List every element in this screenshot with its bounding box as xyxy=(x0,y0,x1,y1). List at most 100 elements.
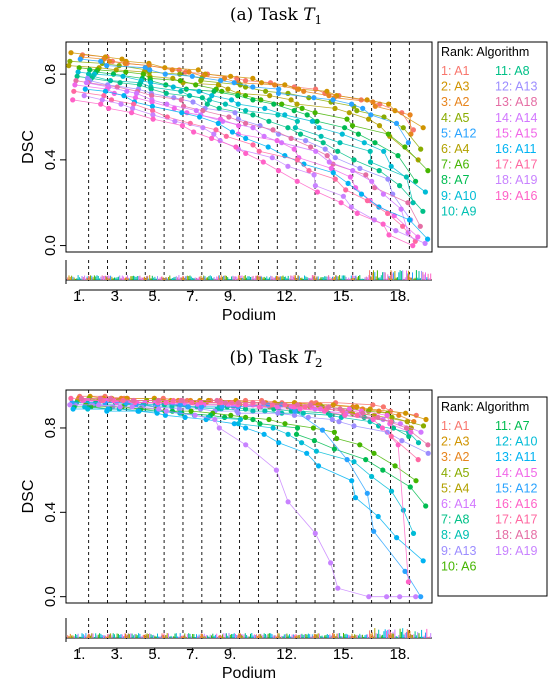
data-point xyxy=(349,101,355,107)
data-point xyxy=(310,425,316,431)
strip-bar xyxy=(247,636,249,638)
data-point xyxy=(292,125,298,131)
strip-bar xyxy=(89,277,91,280)
data-point xyxy=(146,63,152,69)
strip-bar xyxy=(192,277,194,280)
strip-bar xyxy=(199,278,201,280)
strip-bar xyxy=(143,278,145,280)
strip-bar xyxy=(197,635,199,638)
strip-bar xyxy=(207,635,209,638)
data-point xyxy=(148,80,154,86)
data-point xyxy=(250,416,256,423)
strip-bar xyxy=(313,636,315,638)
strip-bar xyxy=(350,275,352,280)
strip-bar xyxy=(128,277,130,280)
strip-bar xyxy=(259,276,261,280)
data-point xyxy=(256,404,262,410)
strip-bar xyxy=(312,635,314,638)
legend-entry: 7: A8 xyxy=(441,513,470,527)
strip-bar xyxy=(335,635,337,638)
strip-bar xyxy=(333,635,335,638)
strip-bar xyxy=(81,633,83,638)
strip-bar xyxy=(108,275,110,280)
data-point xyxy=(171,105,177,111)
data-point xyxy=(357,442,363,448)
strip-bar xyxy=(306,634,308,638)
strip-bar xyxy=(336,276,338,280)
strip-bar xyxy=(422,272,424,280)
strip-bar xyxy=(112,278,114,280)
data-point xyxy=(410,530,417,537)
strip-bar xyxy=(238,633,240,638)
strip-bar xyxy=(387,633,389,638)
legend-entry: 6: A14 xyxy=(441,497,476,511)
y-tick-label: 0.0 xyxy=(42,586,59,607)
strip-bar xyxy=(274,277,276,280)
data-point xyxy=(285,163,291,169)
strip-bar xyxy=(166,278,168,280)
strip-bar xyxy=(283,634,285,638)
strip-bar xyxy=(161,276,163,280)
strip-bar xyxy=(388,276,390,280)
strip-bar xyxy=(295,634,297,638)
strip-bar xyxy=(376,633,378,638)
strip-bar xyxy=(211,635,212,638)
strip-bar xyxy=(106,277,108,280)
strip-bar xyxy=(177,277,179,280)
strip-bar xyxy=(319,633,320,638)
strip-bar xyxy=(201,634,203,638)
data-point xyxy=(114,84,120,90)
strip-bar xyxy=(371,632,373,638)
x-axis-label: Podium xyxy=(222,307,276,324)
data-point xyxy=(86,71,92,77)
data-point xyxy=(285,125,291,131)
strip-bar xyxy=(293,636,295,638)
strip-bar xyxy=(272,635,274,638)
strip-bar xyxy=(395,277,397,280)
strip-bar xyxy=(231,634,233,638)
strip-bar xyxy=(189,633,191,638)
strip-bar xyxy=(217,277,219,280)
strip-bar xyxy=(419,278,421,280)
data-point xyxy=(189,400,195,406)
chart-title-variable: T xyxy=(304,348,317,368)
data-point xyxy=(326,159,332,165)
strip-bar xyxy=(183,636,184,638)
x-tick-label: 7. xyxy=(186,646,199,663)
data-point xyxy=(107,78,114,84)
strip-bar xyxy=(383,272,385,280)
strip-bar xyxy=(324,276,326,280)
strip-bar xyxy=(255,635,257,638)
strip-bar xyxy=(201,278,203,280)
strip-bar xyxy=(127,635,128,638)
strip-bar xyxy=(193,278,195,280)
strip-bar xyxy=(203,633,205,638)
data-point xyxy=(87,67,93,73)
strip-bar xyxy=(135,634,137,638)
strip-bar xyxy=(322,277,324,280)
strip-bar xyxy=(114,634,115,638)
strip-bar xyxy=(252,275,254,280)
strip-bar xyxy=(192,634,194,638)
legend-entry: 5: A4 xyxy=(441,481,470,495)
data-point xyxy=(217,116,224,122)
strip-bar xyxy=(298,634,300,638)
data-point xyxy=(372,185,378,191)
strip-bar xyxy=(326,276,328,280)
strip-bar xyxy=(159,636,161,638)
data-point xyxy=(403,174,409,180)
y-tick-label: 0.4 xyxy=(42,149,59,170)
strip-bar xyxy=(186,634,188,638)
strip-bar xyxy=(107,278,109,280)
strip-bar xyxy=(334,278,336,280)
strip-bar xyxy=(239,633,241,638)
strip-bar xyxy=(95,276,97,280)
data-point xyxy=(306,168,312,174)
strip-bar xyxy=(310,277,312,280)
data-point xyxy=(81,93,87,99)
strip-bar xyxy=(361,278,363,280)
strip-bar xyxy=(276,276,278,280)
strip-bar xyxy=(307,633,309,638)
data-point xyxy=(265,144,271,150)
strip-bar xyxy=(317,276,319,280)
